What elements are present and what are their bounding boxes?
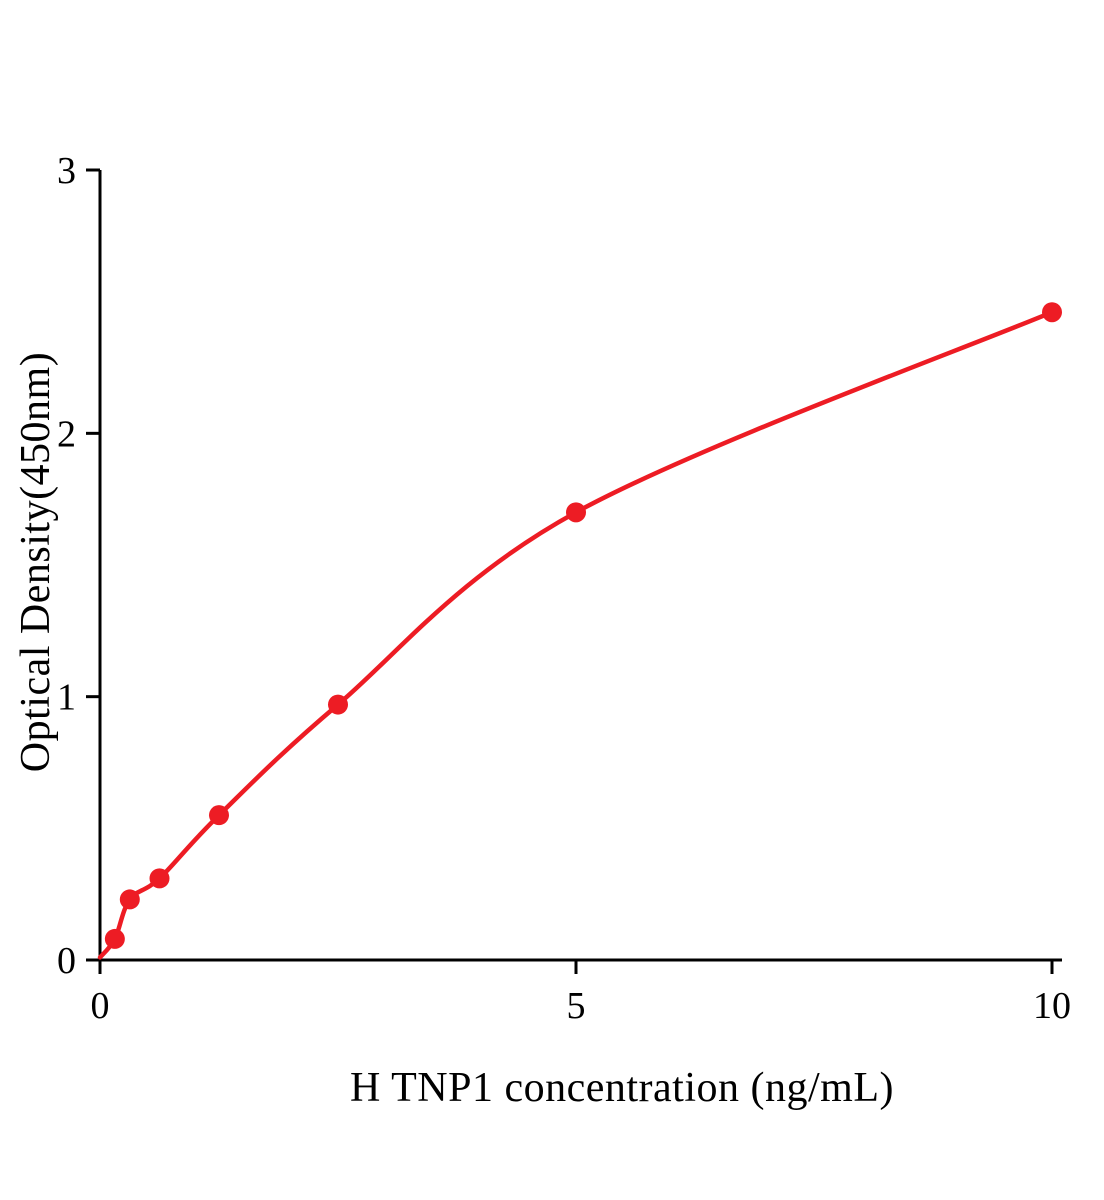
- data-point: [104, 928, 125, 949]
- data-point: [209, 805, 229, 826]
- data-point: [119, 889, 140, 910]
- y-axis-title: Optical Density(450nm): [13, 351, 59, 773]
- y-tick-label: 2: [57, 413, 76, 455]
- x-tick-label: 5: [567, 985, 586, 1027]
- data-point: [149, 868, 170, 889]
- axis-lines: [98, 170, 1062, 962]
- fit-curve: [97, 309, 1055, 960]
- x-tick-label: 0: [91, 985, 110, 1027]
- data-point: [1042, 302, 1062, 323]
- y-tick-label: 0: [57, 940, 76, 982]
- y-tick-label: 3: [57, 150, 76, 192]
- data-point: [328, 694, 348, 715]
- data-point: [566, 502, 586, 523]
- x-axis-title: H TNP1 concentration (ng/mL): [350, 1065, 894, 1111]
- y-tick-label: 1: [57, 677, 76, 719]
- x-tick-label: 10: [1033, 985, 1071, 1027]
